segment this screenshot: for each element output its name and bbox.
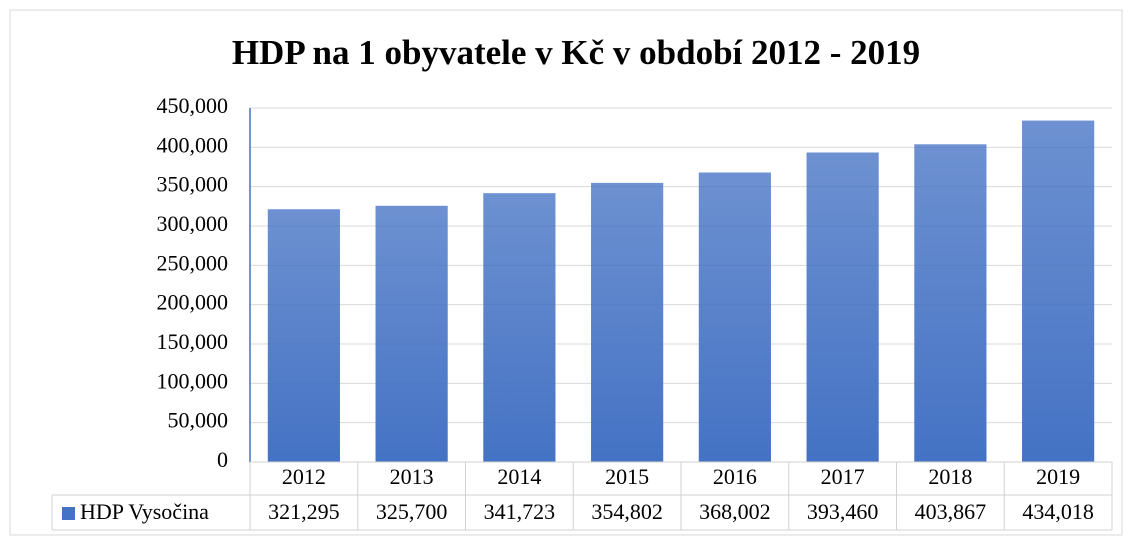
- y-tick-label: 50,000: [168, 408, 229, 433]
- x-tick-label: 2013: [390, 464, 434, 489]
- table-value: 368,002: [699, 499, 771, 524]
- x-tick-label: 2015: [605, 464, 649, 489]
- bar: [914, 144, 987, 462]
- y-tick-label: 450,000: [157, 93, 229, 118]
- bar: [267, 209, 340, 462]
- legend-key: [62, 507, 75, 520]
- y-tick-label: 350,000: [157, 172, 229, 197]
- y-tick-label: 200,000: [157, 290, 229, 315]
- bar: [1022, 120, 1095, 462]
- x-tick-label: 2018: [928, 464, 972, 489]
- y-tick-label: 100,000: [157, 368, 229, 393]
- y-tick-label: 150,000: [157, 329, 229, 354]
- bar: [698, 172, 771, 462]
- y-tick-label: 400,000: [157, 132, 229, 157]
- y-tick-label: 250,000: [157, 250, 229, 275]
- table-value: 325,700: [376, 499, 448, 524]
- chart-title: HDP na 1 obyvatele v Kč v období 2012 - …: [232, 33, 920, 72]
- y-tick-label: 0: [217, 447, 228, 472]
- x-tick-label: 2019: [1036, 464, 1080, 489]
- table-value: 341,723: [484, 499, 556, 524]
- bar: [806, 152, 879, 462]
- table-value: 393,460: [807, 499, 879, 524]
- x-tick-label: 2016: [713, 464, 757, 489]
- table-value: 434,018: [1022, 499, 1094, 524]
- bar: [375, 205, 448, 463]
- bar: [483, 193, 556, 462]
- x-tick-label: 2012: [282, 464, 326, 489]
- table-value: 403,867: [915, 499, 987, 524]
- y-tick-label: 300,000: [157, 211, 229, 236]
- x-tick-label: 2014: [497, 464, 541, 489]
- table-value: 321,295: [268, 499, 340, 524]
- legend-label: HDP Vysočina: [80, 499, 209, 524]
- table-value: 354,802: [591, 499, 663, 524]
- x-tick-label: 2017: [821, 464, 865, 489]
- bar: [591, 182, 664, 462]
